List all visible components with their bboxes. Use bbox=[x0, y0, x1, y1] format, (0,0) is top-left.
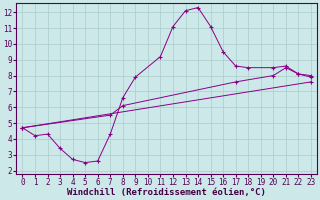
X-axis label: Windchill (Refroidissement éolien,°C): Windchill (Refroidissement éolien,°C) bbox=[67, 188, 266, 197]
